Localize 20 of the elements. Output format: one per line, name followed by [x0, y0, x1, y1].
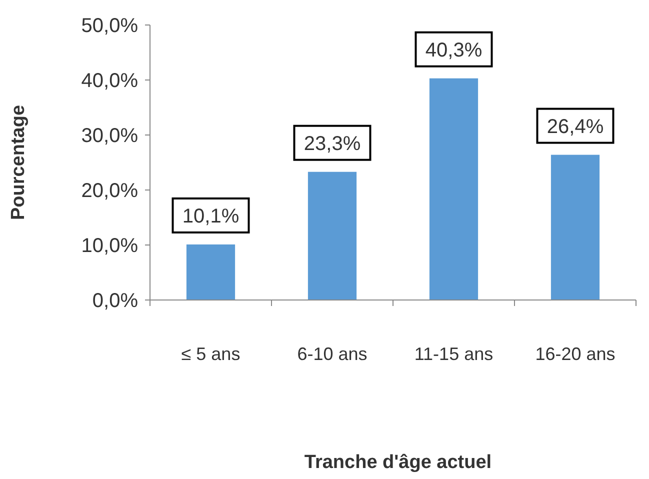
bar: [429, 78, 478, 300]
data-label: 10,1%: [182, 205, 240, 228]
data-label: 26,4%: [546, 116, 604, 138]
y-axis-title: Pourcentage: [8, 104, 29, 220]
x-axis-title: Tranche d'âge actuel: [304, 452, 492, 473]
x-tick-label: ≤ 5 ans: [181, 344, 240, 364]
x-tick-label: 6-10 ans: [297, 344, 368, 364]
bar: [186, 244, 236, 300]
x-tick-label: 11-15 ans: [414, 344, 494, 364]
bar: [308, 172, 357, 300]
y-tick-label: 30,0%: [81, 125, 138, 147]
x-tick-label: 16-20 ans: [535, 344, 616, 364]
y-tick-label: 50,0%: [81, 15, 138, 37]
y-tick-label: 20,0%: [81, 180, 138, 202]
y-tick-label: 10,0%: [81, 235, 138, 257]
bar: [550, 154, 600, 300]
data-label: 40,3%: [425, 39, 482, 62]
y-tick-label: 0,0%: [92, 290, 138, 312]
data-label: 23,3%: [304, 132, 361, 155]
y-tick-label: 40,0%: [81, 70, 138, 92]
